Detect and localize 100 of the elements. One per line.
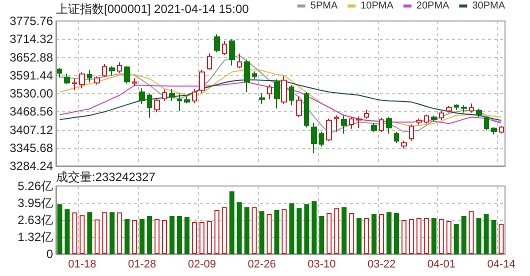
candlestick bbox=[64, 73, 70, 85]
x-tick-label: 02-09 bbox=[188, 258, 216, 270]
x-tick-label: 04-14 bbox=[487, 258, 516, 270]
bar bbox=[326, 213, 332, 254]
x-tick-label: 04-01 bbox=[427, 258, 456, 270]
bar bbox=[342, 207, 347, 254]
candlestick bbox=[222, 40, 227, 56]
x-tick-label: 03-22 bbox=[367, 258, 396, 270]
bar bbox=[296, 208, 302, 254]
candlestick bbox=[124, 66, 130, 84]
candlestick bbox=[461, 104, 467, 114]
legend-label: 20PMA bbox=[416, 0, 450, 12]
bar bbox=[259, 211, 264, 254]
candlestick bbox=[109, 66, 115, 76]
candlestick bbox=[439, 110, 444, 121]
bar bbox=[476, 218, 482, 254]
legend-label: 30PMA bbox=[472, 0, 506, 12]
bar bbox=[154, 218, 160, 254]
bar bbox=[274, 210, 280, 254]
candlestick bbox=[244, 59, 250, 93]
bar bbox=[431, 218, 436, 254]
bar bbox=[214, 210, 220, 254]
bar bbox=[57, 204, 62, 254]
bar bbox=[304, 204, 310, 254]
bar bbox=[364, 218, 370, 254]
legend-label: 5PMA bbox=[310, 0, 338, 12]
candlestick bbox=[409, 124, 414, 142]
candlestick bbox=[252, 70, 257, 80]
candlestick bbox=[237, 53, 242, 69]
bar bbox=[379, 214, 384, 254]
candlestick bbox=[371, 122, 377, 132]
candlestick bbox=[87, 70, 92, 83]
bar bbox=[102, 212, 108, 254]
candlestick bbox=[154, 98, 160, 113]
candlestick bbox=[356, 116, 362, 129]
candlestick bbox=[139, 88, 145, 104]
x-tick-label: 01-28 bbox=[128, 258, 156, 270]
y-tick-label: 1.32亿 bbox=[18, 230, 53, 244]
bar bbox=[356, 218, 362, 254]
candlestick bbox=[304, 92, 309, 128]
candlestick bbox=[326, 118, 332, 142]
candlestick bbox=[401, 140, 407, 150]
bar bbox=[169, 216, 174, 254]
candlestick bbox=[94, 76, 100, 86]
bar bbox=[72, 212, 78, 254]
y-tick-label: 3591.44 bbox=[10, 68, 54, 82]
bar bbox=[192, 222, 197, 254]
bar bbox=[401, 220, 406, 254]
bar bbox=[124, 218, 130, 254]
bar bbox=[498, 224, 504, 254]
y-tick-label: 3345.68 bbox=[10, 140, 54, 155]
candlestick bbox=[499, 125, 504, 134]
bar bbox=[199, 222, 204, 254]
bar bbox=[312, 201, 317, 254]
bar bbox=[162, 220, 168, 254]
candlestick bbox=[334, 114, 339, 132]
y-tick-label: 3468.56 bbox=[10, 104, 54, 119]
bar bbox=[282, 209, 287, 254]
chart-title: 上证指数[000001] 2021-04-14 15:00 bbox=[56, 2, 250, 16]
x-tick-label: 02-26 bbox=[248, 258, 276, 270]
candlestick bbox=[281, 75, 287, 104]
candlestick bbox=[379, 117, 384, 132]
bar bbox=[416, 218, 422, 254]
candlestick bbox=[229, 38, 235, 66]
bar bbox=[140, 218, 145, 254]
bar bbox=[244, 207, 250, 254]
candlestick bbox=[102, 64, 107, 78]
y-tick-label: 2.63亿 bbox=[18, 213, 53, 227]
bar bbox=[394, 213, 399, 254]
bar bbox=[438, 218, 444, 254]
candlestick bbox=[132, 78, 137, 87]
candlestick bbox=[386, 116, 392, 134]
candlestick bbox=[446, 105, 452, 114]
candlestick bbox=[394, 131, 399, 144]
bar bbox=[372, 214, 377, 254]
bar bbox=[461, 216, 466, 254]
candlestick bbox=[364, 109, 369, 120]
bar bbox=[454, 224, 459, 254]
candlestick bbox=[207, 52, 212, 70]
candlestick bbox=[274, 78, 280, 110]
candlestick bbox=[147, 93, 152, 118]
bar bbox=[266, 214, 272, 254]
candlestick bbox=[416, 118, 422, 125]
bar bbox=[222, 207, 227, 254]
bar bbox=[484, 214, 489, 254]
y-tick-label: 3775.76 bbox=[10, 14, 54, 28]
bar bbox=[206, 221, 212, 254]
bar bbox=[64, 209, 70, 254]
candlestick bbox=[79, 72, 85, 89]
candlestick bbox=[199, 69, 205, 94]
bar bbox=[334, 208, 340, 254]
bar bbox=[236, 202, 242, 254]
candlestick bbox=[192, 88, 197, 104]
candlestick bbox=[484, 116, 489, 131]
candlestick bbox=[476, 108, 482, 118]
bar bbox=[147, 216, 152, 254]
y-tick-label: 3.95亿 bbox=[18, 196, 53, 210]
line-series bbox=[59, 54, 502, 134]
bar bbox=[252, 207, 257, 254]
candlestick bbox=[162, 89, 167, 102]
